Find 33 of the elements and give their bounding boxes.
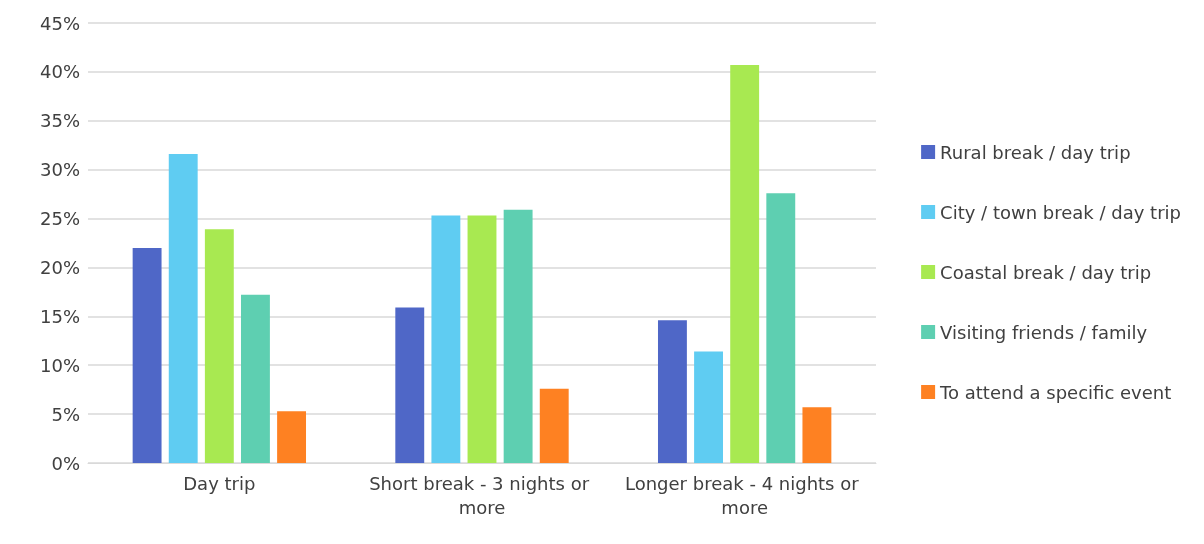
y-tick-label: 10% bbox=[39, 354, 80, 376]
bar bbox=[467, 215, 497, 463]
x-tick-label: Short break - 3 nights or more bbox=[369, 472, 595, 518]
bar bbox=[277, 411, 307, 463]
legend-label: City / town break / day trip bbox=[940, 201, 1181, 223]
bar bbox=[241, 294, 270, 463]
y-tick-label: 40% bbox=[39, 61, 80, 83]
y-tick-label: 5% bbox=[51, 403, 80, 425]
bar bbox=[168, 154, 198, 463]
bar bbox=[730, 65, 760, 463]
bar bbox=[802, 407, 832, 463]
bar bbox=[539, 388, 569, 463]
bar bbox=[204, 229, 234, 463]
bar bbox=[657, 320, 687, 463]
y-tick-label: 20% bbox=[39, 256, 80, 278]
legend-label: Rural break / day trip bbox=[940, 141, 1131, 163]
bar bbox=[694, 351, 723, 463]
bar bbox=[766, 193, 796, 463]
y-tick-label: 30% bbox=[39, 159, 80, 181]
bar bbox=[395, 307, 425, 463]
x-tick-label: Longer break - 4 nights or more bbox=[624, 472, 865, 518]
legend-label: Visiting friends / family bbox=[940, 321, 1148, 343]
y-tick-label: 45% bbox=[39, 12, 80, 34]
y-tick-label: 35% bbox=[39, 110, 80, 132]
y-tick-label: 25% bbox=[39, 208, 80, 230]
bar bbox=[132, 247, 162, 463]
legend-label: Coastal break / day trip bbox=[940, 261, 1152, 283]
bar bbox=[431, 215, 461, 463]
y-tick-label: 15% bbox=[39, 305, 80, 327]
x-tick-label: Day trip bbox=[183, 472, 256, 494]
legend-label: To attend a specific event bbox=[939, 381, 1172, 403]
bar bbox=[503, 209, 533, 463]
y-tick-label: 0% bbox=[51, 452, 80, 474]
